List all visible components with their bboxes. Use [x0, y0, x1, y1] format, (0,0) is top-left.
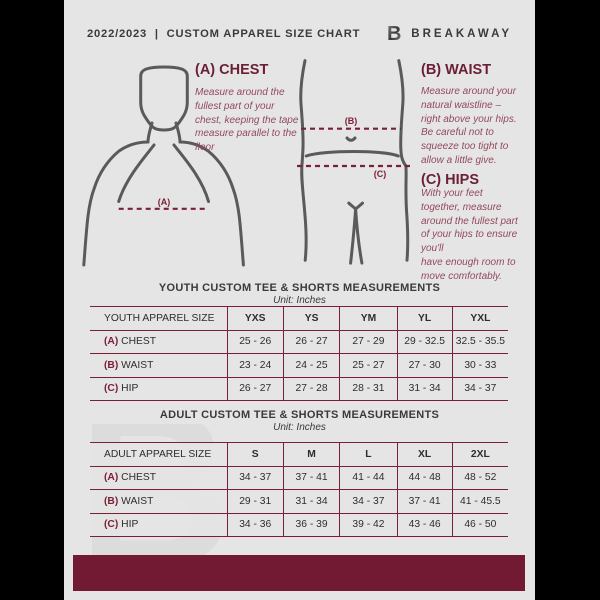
svg-text:(B): (B) — [345, 116, 358, 126]
svg-text:(C): (C) — [374, 169, 387, 179]
